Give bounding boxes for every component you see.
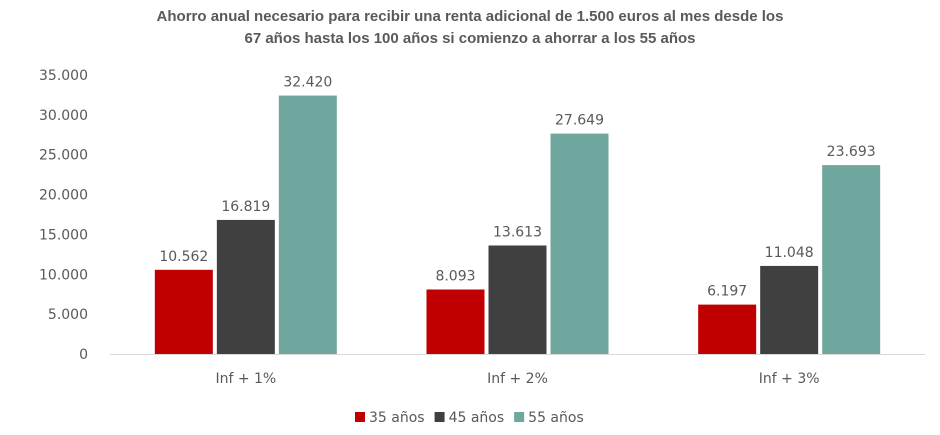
chart-title-line1: Ahorro anual necesario para recibir una … [156,8,784,25]
data-label: 32.420 [283,75,332,91]
data-label: 6.197 [707,284,747,300]
legend-label: 35 años [369,410,425,426]
y-tick-label: 20.000 [39,188,88,204]
chart-title-line2: 67 años hasta los 100 años si comienzo a… [244,30,696,47]
x-tick-label: Inf + 2% [487,371,548,387]
bar [426,289,485,354]
bar [698,304,757,354]
y-tick-label: 15.000 [39,227,88,243]
y-tick-label: 35.000 [39,68,88,84]
y-tick-label: 10.000 [39,267,88,283]
chart-title: Ahorro anual necesario para recibir una … [0,6,940,50]
data-label: 27.649 [555,113,604,129]
legend-label: 55 años [528,410,584,426]
bar [488,245,547,354]
y-tick-label: 5.000 [48,307,88,323]
bar [216,219,275,354]
data-label: 10.562 [159,249,208,265]
y-tick-label: 25.000 [39,148,88,164]
bar [154,269,213,354]
data-label: 11.048 [765,245,814,261]
bar [550,133,609,354]
legend-swatch [514,412,525,422]
data-label: 16.819 [221,199,270,215]
data-label: 8.093 [435,268,475,284]
bar [760,265,819,354]
bar [822,165,881,354]
bar [278,95,337,354]
legend-label: 45 años [449,410,505,426]
legend-swatch [434,412,445,422]
legend-swatch [355,412,365,422]
data-label: 23.693 [827,144,876,160]
data-label: 13.613 [493,224,542,240]
y-tick-label: 0 [79,347,88,363]
x-tick-label: Inf + 3% [759,371,820,387]
x-tick-label: Inf + 1% [215,371,276,387]
y-tick-label: 30.000 [39,108,88,124]
